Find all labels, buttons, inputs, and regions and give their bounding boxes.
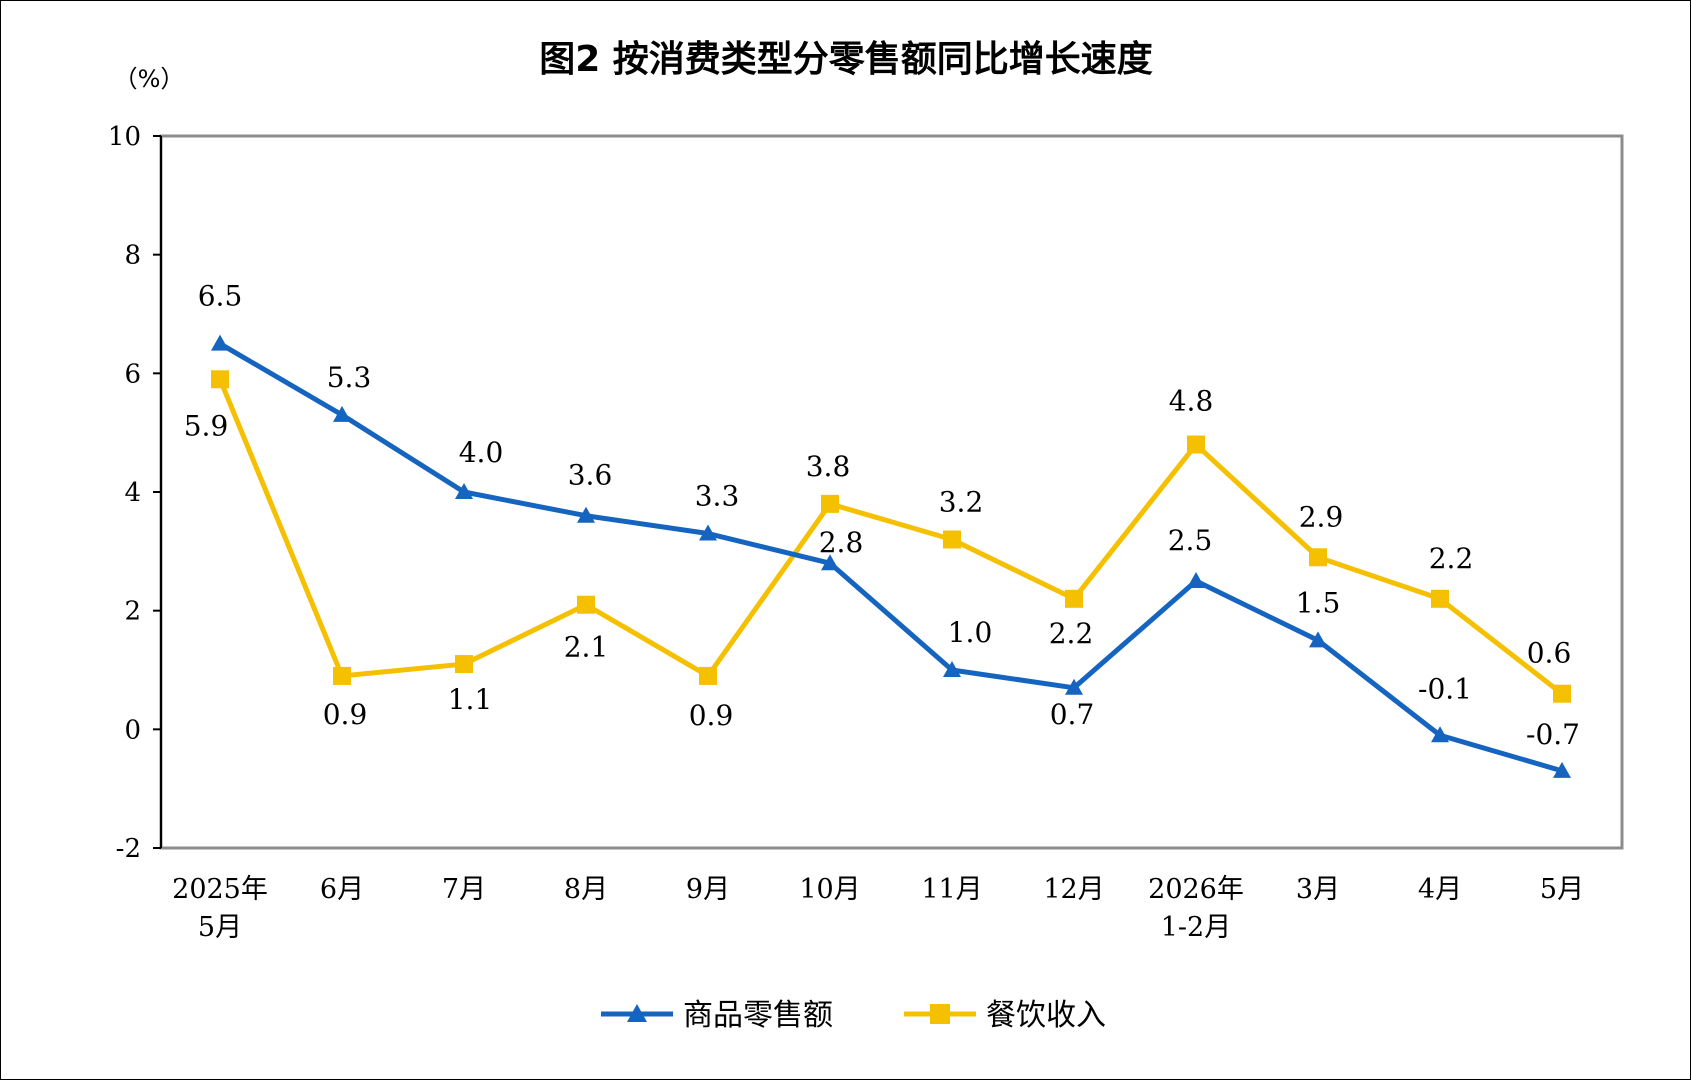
data-label: 2.5 bbox=[1168, 524, 1213, 557]
data-point bbox=[699, 524, 717, 541]
legend-marker bbox=[627, 1004, 647, 1022]
x-tick-label: 4月 bbox=[1418, 874, 1462, 905]
data-point bbox=[1187, 435, 1205, 454]
y-tick-label: 10 bbox=[108, 122, 141, 152]
data-label: 0.9 bbox=[689, 699, 734, 732]
data-label: 4.8 bbox=[1169, 385, 1214, 418]
data-point bbox=[1309, 548, 1327, 567]
x-tick-label: 11月 bbox=[921, 874, 982, 905]
data-point bbox=[1431, 589, 1449, 608]
x-tick-label: 3月 bbox=[1296, 874, 1340, 905]
y-tick-label: 8 bbox=[124, 241, 141, 271]
data-point bbox=[1309, 631, 1327, 648]
x-tick-label: 7月 bbox=[442, 874, 486, 905]
data-point bbox=[577, 506, 595, 523]
data-label: -0.7 bbox=[1526, 718, 1580, 751]
x-tick-label: 8月 bbox=[564, 874, 608, 905]
data-point bbox=[455, 655, 473, 674]
chart-title: 图2 按消费类型分零售额同比增长速度 bbox=[539, 39, 1153, 80]
x-tick-label: 9月 bbox=[686, 874, 730, 905]
data-point bbox=[211, 334, 229, 351]
data-label: 2.8 bbox=[819, 526, 864, 559]
data-labels: 6.5 5.3 4.0 3.6 3.3 2.8 1.0 0.7 2.5 1.5 -0.1 -0.7 bbox=[198, 280, 1580, 751]
data-label: 2.2 bbox=[1429, 542, 1474, 575]
data-label: 0.7 bbox=[1050, 698, 1095, 731]
data-label: 3.3 bbox=[695, 480, 740, 513]
y-tick-label: 6 bbox=[124, 359, 141, 389]
y-tick-label: 4 bbox=[124, 478, 141, 508]
x-tick-label: 5月 bbox=[1540, 874, 1584, 905]
data-label: 2.2 bbox=[1049, 617, 1094, 650]
data-point bbox=[821, 554, 839, 571]
data-point bbox=[333, 405, 351, 422]
plot-area-border bbox=[159, 134, 1624, 850]
y-tick-label: 0 bbox=[124, 715, 141, 745]
series-retail-goods bbox=[211, 334, 1571, 778]
data-label: 6.5 bbox=[198, 280, 243, 313]
x-tick-label: 10月 bbox=[799, 874, 860, 905]
data-point bbox=[1187, 572, 1205, 588]
series-line bbox=[218, 341, 1563, 774]
y-tick-label: 2 bbox=[124, 597, 141, 627]
data-label: 0.9 bbox=[323, 698, 368, 731]
x-tick-label: 2025年 5月 bbox=[172, 874, 268, 943]
data-label: 4.0 bbox=[459, 436, 504, 469]
data-point bbox=[1065, 678, 1083, 695]
data-point bbox=[1065, 589, 1083, 608]
data-point bbox=[1553, 684, 1571, 703]
data-label: 1.5 bbox=[1296, 586, 1341, 619]
series-catering bbox=[211, 370, 1571, 703]
data-point bbox=[821, 494, 839, 513]
data-label: 3.2 bbox=[939, 485, 984, 518]
data-label: 1.0 bbox=[948, 616, 993, 649]
legend-item: 餐饮收入 bbox=[904, 998, 1106, 1033]
data-point bbox=[577, 595, 595, 614]
data-label: 1.1 bbox=[448, 683, 493, 716]
data-point bbox=[943, 530, 961, 549]
data-point bbox=[943, 661, 961, 677]
x-tick-label: 2026年 1-2月 bbox=[1148, 874, 1244, 943]
data-label: 5.3 bbox=[327, 361, 372, 394]
data-label: 3.6 bbox=[568, 459, 613, 492]
data-point bbox=[1553, 761, 1571, 778]
x-tick-label: 12月 bbox=[1043, 874, 1104, 905]
data-labels: 5.9 0.9 1.1 2.1 0.9 3.8 3.2 2.2 4.8 2.9 2.2 0.6 bbox=[184, 385, 1572, 732]
data-label: 5.9 bbox=[184, 409, 229, 442]
data-label: 3.8 bbox=[806, 450, 851, 483]
y-tick-label: -2 bbox=[116, 834, 141, 864]
data-label: 0.6 bbox=[1527, 637, 1572, 670]
legend-item: 商品零售额 bbox=[601, 998, 833, 1033]
data-point bbox=[455, 483, 473, 499]
legend-label: 商品零售额 bbox=[683, 998, 833, 1033]
y-unit-label: （%） bbox=[114, 65, 185, 93]
series-line bbox=[217, 378, 1564, 696]
data-point bbox=[211, 370, 229, 389]
data-label: 2.9 bbox=[1299, 500, 1344, 533]
data-point bbox=[1431, 726, 1449, 743]
data-label: -0.1 bbox=[1418, 672, 1472, 705]
x-tick-label: 6月 bbox=[320, 874, 364, 905]
legend-marker bbox=[930, 1004, 950, 1024]
data-point bbox=[333, 666, 351, 685]
legend-label: 餐饮收入 bbox=[986, 998, 1106, 1033]
data-label: 2.1 bbox=[564, 631, 609, 664]
data-point bbox=[699, 666, 717, 685]
